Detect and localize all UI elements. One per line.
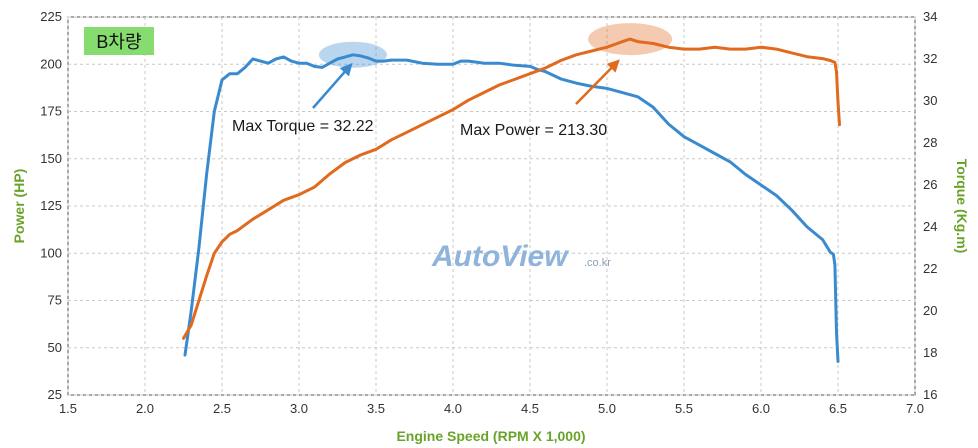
- max-torque-arrow: [312, 62, 353, 109]
- y-right-tick-label: 24: [923, 219, 937, 234]
- max-power-arrow: [575, 59, 620, 105]
- power-series-line: [182, 37, 841, 340]
- y-right-axis-title: Torque (Kg.m): [954, 159, 970, 254]
- x-tick-label: 6.0: [752, 401, 770, 416]
- vehicle-badge: B차량: [96, 32, 141, 52]
- y-right-tick-label: 20: [923, 303, 937, 318]
- annotation-arrows: [312, 59, 620, 109]
- y-left-tick-label: 200: [40, 56, 62, 71]
- x-tick-label: 3.5: [367, 401, 385, 416]
- y-right-tick-label: 16: [923, 387, 937, 402]
- torque-series-line: [183, 53, 840, 363]
- x-tick-label: 4.0: [444, 401, 462, 416]
- y-left-tick-label: 25: [48, 387, 62, 402]
- y-left-tick-labels: 25 50 75 100 125 150 175 200 225: [40, 9, 62, 402]
- max-torque-label: Max Torque = 32.22: [232, 118, 374, 135]
- y-left-tick-label: 50: [48, 340, 62, 355]
- x-tick-label: 5.5: [675, 401, 693, 416]
- x-tick-label: 1.5: [59, 401, 77, 416]
- y-left-tick-label: 125: [40, 198, 62, 213]
- x-tick-label: 2.0: [136, 401, 154, 416]
- x-tick-label: 5.0: [598, 401, 616, 416]
- x-tick-label: 4.5: [521, 401, 539, 416]
- y-right-tick-label: 32: [923, 51, 937, 66]
- y-right-tick-labels: 16 18 20 22 24 26 28 30 32 34: [923, 9, 937, 402]
- x-axis-title: Engine Speed (RPM X 1,000): [396, 428, 585, 444]
- y-right-tick-label: 26: [923, 177, 937, 192]
- y-right-tick-label: 34: [923, 9, 937, 24]
- y-left-tick-label: 100: [40, 245, 62, 260]
- y-right-tick-label: 22: [923, 261, 937, 276]
- y-left-tick-label: 175: [40, 104, 62, 119]
- x-tick-label: 3.0: [290, 401, 308, 416]
- x-tick-label: 2.5: [213, 401, 231, 416]
- y-right-tick-label: 18: [923, 345, 937, 360]
- x-tick-label: 7.0: [906, 401, 924, 416]
- y-right-tick-label: 28: [923, 135, 937, 150]
- series-layer: [182, 37, 841, 363]
- y-left-axis-title: Power (HP): [11, 169, 27, 244]
- plot-area: [67, 16, 916, 396]
- watermark-suffix: .co.kr: [584, 257, 611, 269]
- y-left-tick-label: 225: [40, 9, 62, 24]
- y-left-tick-label: 150: [40, 151, 62, 166]
- max-power-label: Max Power = 213.30: [460, 122, 607, 139]
- vehicle-badge-bg: [84, 27, 154, 55]
- y-right-tick-label: 30: [923, 93, 937, 108]
- y-left-tick-label: 75: [48, 293, 62, 308]
- autoview-watermark: AutoView .co.kr: [431, 240, 611, 273]
- watermark-text: AutoView: [431, 240, 569, 273]
- x-tick-label: 6.5: [829, 401, 847, 416]
- x-tick-labels: 1.5 2.0 2.5 3.0 3.5 4.0 4.5 5.0 5.5 6.0 6.5 7.0: [59, 401, 924, 416]
